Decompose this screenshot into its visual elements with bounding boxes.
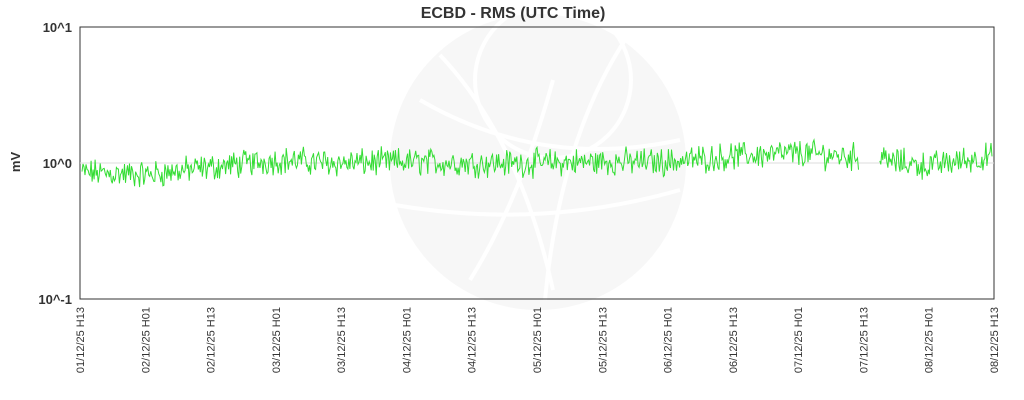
x-tick-label: 05/12/25 H01	[532, 307, 544, 373]
x-tick-label: 08/12/25 H13	[989, 307, 1001, 373]
x-tick-label: 08/12/25 H01	[924, 307, 936, 373]
y-tick-label: 10^-1	[38, 292, 72, 307]
x-tick-label: 04/12/25 H01	[401, 307, 413, 373]
x-tick-label: 03/12/25 H01	[271, 307, 283, 373]
x-tick-label: 06/12/25 H01	[663, 307, 675, 373]
chart-title: ECBD - RMS (UTC Time)	[421, 5, 606, 22]
x-tick-label: 07/12/25 H01	[793, 307, 805, 373]
series-group	[81, 138, 993, 188]
x-tick-label: 02/12/25 H13	[206, 307, 218, 373]
y-axis-label: mV	[8, 152, 23, 173]
x-tick-label: 04/12/25 H13	[467, 307, 479, 373]
x-tick-label: 05/12/25 H13	[597, 307, 609, 373]
x-tick-label: 01/12/25 H13	[75, 307, 87, 373]
y-tick-label: 10^0	[43, 156, 72, 171]
x-tick-label: 03/12/25 H13	[336, 307, 348, 373]
y-tick-label: 10^1	[43, 20, 72, 35]
x-tick-label: 07/12/25 H13	[858, 307, 870, 373]
x-tick-label: 02/12/25 H01	[140, 307, 152, 373]
rms-series-line	[81, 138, 993, 188]
x-axis-ticks: 01/12/25 H13 02/12/25 H01 02/12/25 H13 03/1…	[75, 307, 1001, 373]
watermark-globe-icon	[386, 0, 690, 314]
y-axis-ticks: 10^1 10^0 10^-1	[38, 20, 994, 307]
x-tick-label: 06/12/25 H13	[728, 307, 740, 373]
